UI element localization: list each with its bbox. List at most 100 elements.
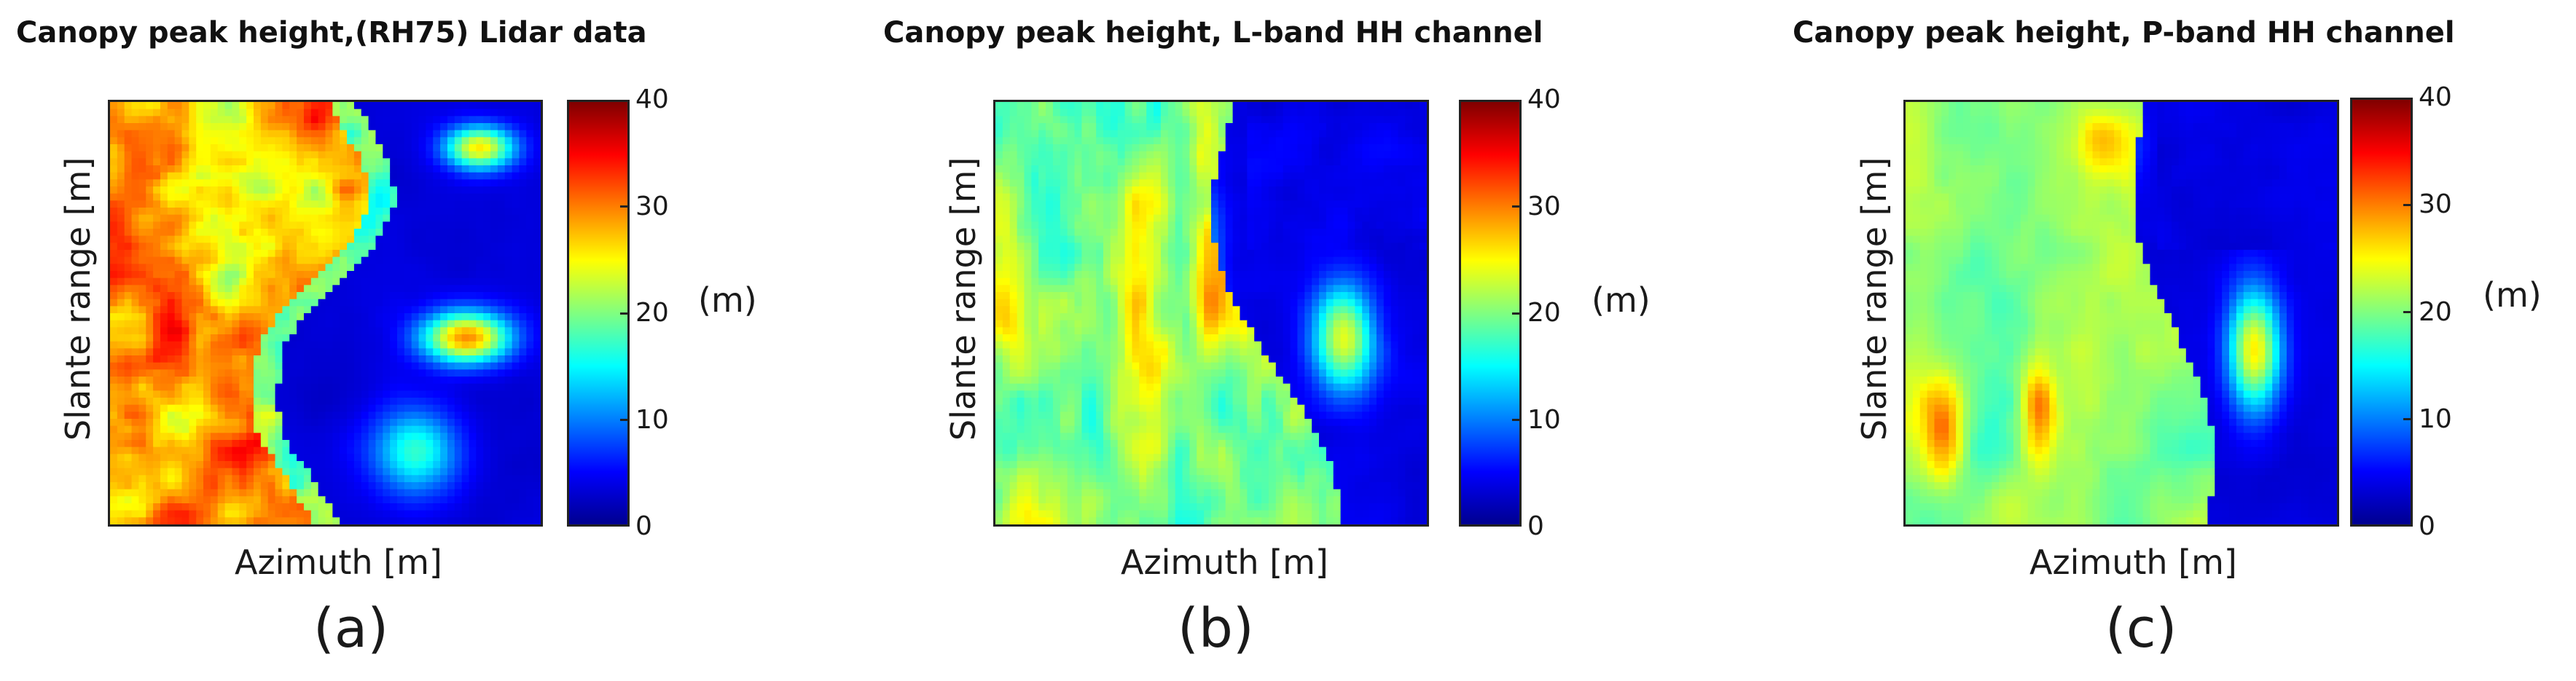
heatmap-cell: [1052, 116, 1061, 124]
heatmap-cell: [110, 334, 118, 342]
heatmap-cell: [1347, 144, 1355, 152]
heatmap-cell: [303, 109, 312, 117]
heatmap-cell: [318, 130, 326, 138]
heatmap-cell: [490, 109, 498, 117]
heatmap-cell: [282, 412, 290, 420]
heatmap-cell: [1290, 229, 1298, 237]
heatmap-cell: [246, 158, 254, 166]
heatmap-cell: [110, 362, 118, 370]
heatmap-cell: [1009, 109, 1018, 117]
heatmap-cell: [1412, 130, 1420, 138]
heatmap-cell: [1405, 214, 1413, 222]
heatmap-cell: [347, 327, 355, 335]
heatmap-cell: [124, 404, 133, 412]
heatmap-cell: [332, 404, 340, 412]
heatmap-cell: [310, 313, 319, 321]
heatmap-cell: [203, 390, 211, 398]
heatmap-cell: [383, 151, 391, 159]
heatmap-cell: [232, 362, 240, 370]
heatmap-cell: [347, 510, 355, 518]
heatmap-cell: [390, 517, 398, 524]
heatmap-cell: [1225, 256, 1234, 264]
heatmap-cell: [1390, 179, 1399, 187]
heatmap-cell: [390, 264, 398, 272]
heatmap-cell: [519, 468, 527, 476]
heatmap-cell: [1275, 229, 1284, 237]
heatmap-cell: [1290, 123, 1298, 131]
heatmap-cell: [289, 377, 297, 385]
heatmap-cell: [490, 419, 498, 427]
heatmap-cell: [160, 158, 168, 166]
heatmap-cell: [1182, 193, 1190, 201]
heatmap-cell: [476, 517, 484, 524]
heatmap-cell: [1405, 179, 1413, 187]
heatmap-cell: [418, 243, 426, 251]
heatmap-cell: [404, 398, 412, 406]
heatmap-cell: [1067, 137, 1076, 145]
heatmap-cell: [526, 482, 534, 490]
heatmap-cell: [476, 285, 484, 293]
heatmap-cell: [497, 348, 506, 356]
heatmap-cell: [117, 390, 125, 398]
heatmap-cell: [1376, 229, 1385, 237]
heatmap-cell: [167, 306, 176, 314]
heatmap-cell: [411, 221, 420, 229]
heatmap-cell: [440, 137, 448, 145]
heatmap-cell: [332, 412, 340, 420]
heatmap-cell: [476, 468, 484, 476]
heatmap-cell: [138, 355, 146, 363]
heatmap-cell: [1074, 102, 1082, 110]
heatmap-cell: [353, 362, 362, 370]
heatmap-cell: [411, 489, 420, 497]
heatmap-cell: [490, 186, 498, 194]
heatmap-cell: [340, 193, 348, 201]
heatmap-cell: [995, 151, 1003, 159]
heatmap-cell: [1398, 144, 1406, 152]
heatmap-cell: [110, 383, 118, 391]
heatmap-cell: [1197, 158, 1205, 166]
heatmap-cell: [110, 264, 118, 272]
heatmap-cell: [325, 503, 333, 511]
heatmap-cell: [461, 277, 469, 286]
heatmap-cell: [1225, 123, 1234, 131]
heatmap-cell: [196, 433, 204, 441]
heatmap-cell: [217, 348, 226, 356]
heatmap-cell: [189, 250, 197, 258]
heatmap-cell: [1240, 200, 1248, 208]
heatmap-cell: [260, 306, 269, 314]
heatmap-cell: [181, 292, 189, 300]
heatmap-cell: [232, 186, 240, 194]
heatmap-cell: [260, 446, 269, 454]
heatmap-cell: [310, 299, 319, 307]
heatmap-cell: [1268, 221, 1277, 229]
heatmap-cell: [1204, 179, 1212, 187]
heatmap-cell: [189, 179, 197, 187]
heatmap-cell: [138, 130, 146, 138]
heatmap-cell: [383, 383, 391, 391]
heatmap-cell: [433, 503, 441, 511]
heatmap-cell: [153, 510, 161, 518]
heatmap-cell: [303, 256, 312, 264]
heatmap-cell: [131, 243, 139, 251]
heatmap-cell: [347, 172, 355, 180]
heatmap-cell: [332, 383, 340, 391]
heatmap-cell: [1347, 123, 1355, 131]
heatmap-cell: [411, 510, 420, 518]
heatmap-cell: [217, 440, 226, 448]
heatmap-cell: [519, 165, 527, 173]
heatmap-cell: [1211, 221, 1219, 229]
heatmap-cell: [1081, 200, 1089, 208]
heatmap-cell: [246, 264, 254, 272]
heatmap-cell: [160, 327, 168, 335]
heatmap-cell: [995, 200, 1003, 208]
heatmap-cell: [1182, 109, 1190, 117]
heatmap-cell: [117, 461, 125, 469]
heatmap-cell: [160, 390, 168, 398]
heatmap-cell: [1182, 102, 1190, 110]
heatmap-cell: [454, 229, 463, 237]
heatmap-cell: [1283, 193, 1291, 201]
heatmap-cell: [504, 390, 513, 398]
heatmap-cell: [210, 362, 219, 370]
heatmap-cell: [110, 151, 118, 159]
heatmap-cell: [232, 208, 240, 216]
